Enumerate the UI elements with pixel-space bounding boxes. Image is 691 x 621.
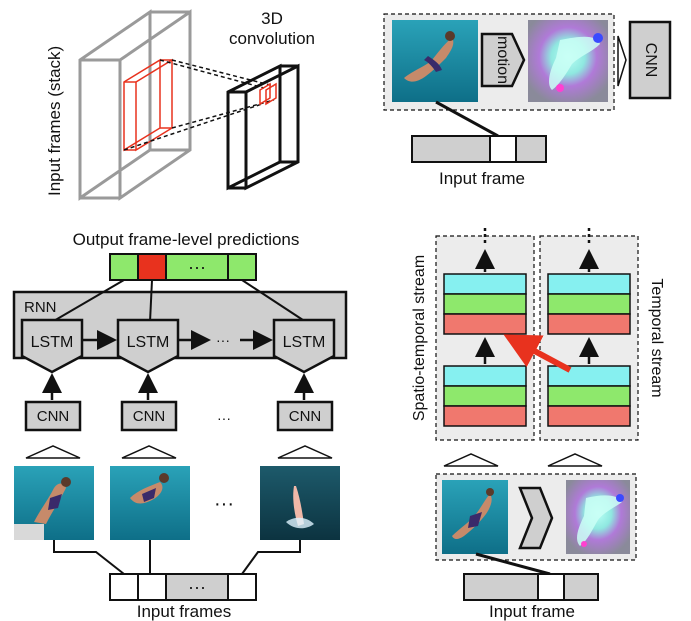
spatial-bottom-layers bbox=[443, 365, 527, 427]
video-frame-3 bbox=[260, 466, 340, 540]
fusion-frame-connector bbox=[475, 552, 551, 576]
lstm-output-lines bbox=[51, 279, 307, 323]
frame-dots: ··· bbox=[214, 493, 234, 515]
optical-flow-image bbox=[528, 20, 608, 102]
output-dots: ··· bbox=[188, 257, 206, 277]
frame-to-input-lines bbox=[53, 540, 301, 575]
temporal-bottom-layers bbox=[547, 365, 631, 427]
panel-3d-convolution: Input frames (stack) 3D convolution bbox=[45, 9, 315, 201]
cnn-label-top: CNN bbox=[642, 43, 659, 78]
lstm-label-2: LSTM bbox=[127, 334, 170, 351]
video-frame-2 bbox=[110, 466, 190, 540]
output-prediction-strip bbox=[109, 253, 257, 281]
lstm-cell-3: LSTM bbox=[272, 318, 336, 374]
conv-label-3d: 3D bbox=[261, 9, 283, 28]
lstm-dots: ··· bbox=[216, 332, 230, 348]
lstm-label-3: LSTM bbox=[283, 334, 326, 351]
panel-cnn-lstm: Output frame-level predictions ··· RNN L… bbox=[12, 230, 348, 621]
stream-arrows bbox=[475, 228, 599, 364]
cnn-to-lstm-arrows bbox=[42, 373, 314, 400]
video-frame-1 bbox=[14, 466, 94, 540]
panel-two-stream: motion CNN Input frame bbox=[383, 13, 672, 188]
lstm-label-1: LSTM bbox=[31, 334, 74, 351]
spatio-temporal-stream-label: Spatio-temporal stream bbox=[411, 255, 428, 421]
temporal-top-layers bbox=[547, 273, 631, 335]
input-stack-box bbox=[78, 9, 192, 201]
fusion-flow-frame bbox=[566, 480, 630, 554]
temporal-stream-label: Temporal stream bbox=[648, 278, 665, 397]
panel-fusion: Spatio-temporal stream Temporal stream I… bbox=[411, 228, 665, 621]
cnn-input-chevron bbox=[617, 35, 627, 87]
fusion-chevrons bbox=[443, 453, 603, 467]
input-frames-stack-label: Input frames (stack) bbox=[45, 46, 64, 196]
conv-label-convolution: convolution bbox=[229, 29, 315, 48]
cnn-box-3: CNN bbox=[276, 400, 334, 432]
fusion-red-arrow bbox=[503, 334, 572, 373]
projection-lines bbox=[123, 59, 275, 151]
fusion-motion-arrow bbox=[518, 486, 554, 550]
cnn-label-3: CNN bbox=[289, 408, 322, 425]
spatial-top-layers bbox=[443, 273, 527, 335]
cnn-box-top: CNN bbox=[628, 20, 672, 100]
cnn-label-2: CNN bbox=[133, 408, 166, 425]
fusion-rgb-frame bbox=[442, 480, 508, 554]
input-frame-strip-top bbox=[411, 135, 547, 163]
motion-arrow-box: motion bbox=[480, 32, 526, 88]
cnn-box-2: CNN bbox=[120, 400, 178, 432]
input-frames-strip bbox=[109, 573, 257, 601]
lstm-cell-2: LSTM bbox=[116, 318, 180, 374]
cnn-box-1: CNN bbox=[24, 400, 82, 432]
input-frames-label: Input frames bbox=[137, 602, 232, 621]
output-feature-box bbox=[226, 63, 300, 191]
cnn-label-1: CNN bbox=[37, 408, 70, 425]
frame-connector-line bbox=[435, 100, 499, 138]
rgb-frame-image bbox=[392, 20, 478, 102]
rnn-label: RNN bbox=[24, 299, 57, 316]
input-frame-label-top: Input frame bbox=[439, 169, 525, 188]
cnn-dots: ··· bbox=[217, 410, 231, 426]
output-red-cube bbox=[259, 82, 277, 106]
motion-label: motion bbox=[494, 36, 511, 84]
input-frame-strip-bottom bbox=[463, 573, 599, 601]
frame-chevrons bbox=[25, 445, 333, 459]
lstm-cell-1: LSTM bbox=[20, 318, 84, 374]
input-frame-label-bottom: Input frame bbox=[489, 602, 575, 621]
input-dots: ··· bbox=[188, 577, 206, 597]
output-predictions-label: Output frame-level predictions bbox=[73, 230, 300, 249]
